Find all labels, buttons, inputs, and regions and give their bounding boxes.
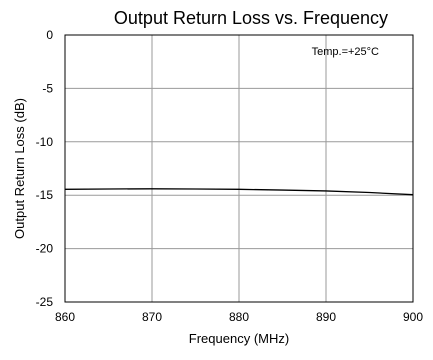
y-tick-label: 0 <box>46 28 53 42</box>
x-tick-label: 880 <box>229 310 249 324</box>
y-tick-label: -15 <box>36 188 54 202</box>
x-tick-label: 890 <box>316 310 336 324</box>
series-line <box>64 188 414 196</box>
series-layer <box>64 188 414 196</box>
grid <box>65 35 413 302</box>
y-tick-label: -10 <box>36 135 54 149</box>
x-tick-label: 900 <box>403 310 423 324</box>
y-tick-label: -5 <box>42 81 53 95</box>
plot-frame <box>64 34 414 303</box>
temperature-annotation: Temp.=+25°C <box>312 46 379 58</box>
y-axis-label: Output Return Loss (dB) <box>12 98 27 239</box>
y-tick-label: -25 <box>36 295 54 309</box>
chart-title: Output Return Loss vs. Frequency <box>114 8 388 28</box>
x-axis-label: Frequency (MHz) <box>189 331 289 346</box>
x-tick-label: 860 <box>55 310 75 324</box>
tick-labels: 860 870 880 890 900 0 -5 -10 -15 -20 -25 <box>36 28 424 324</box>
x-tick-label: 870 <box>142 310 162 324</box>
y-tick-label: -20 <box>36 242 54 256</box>
